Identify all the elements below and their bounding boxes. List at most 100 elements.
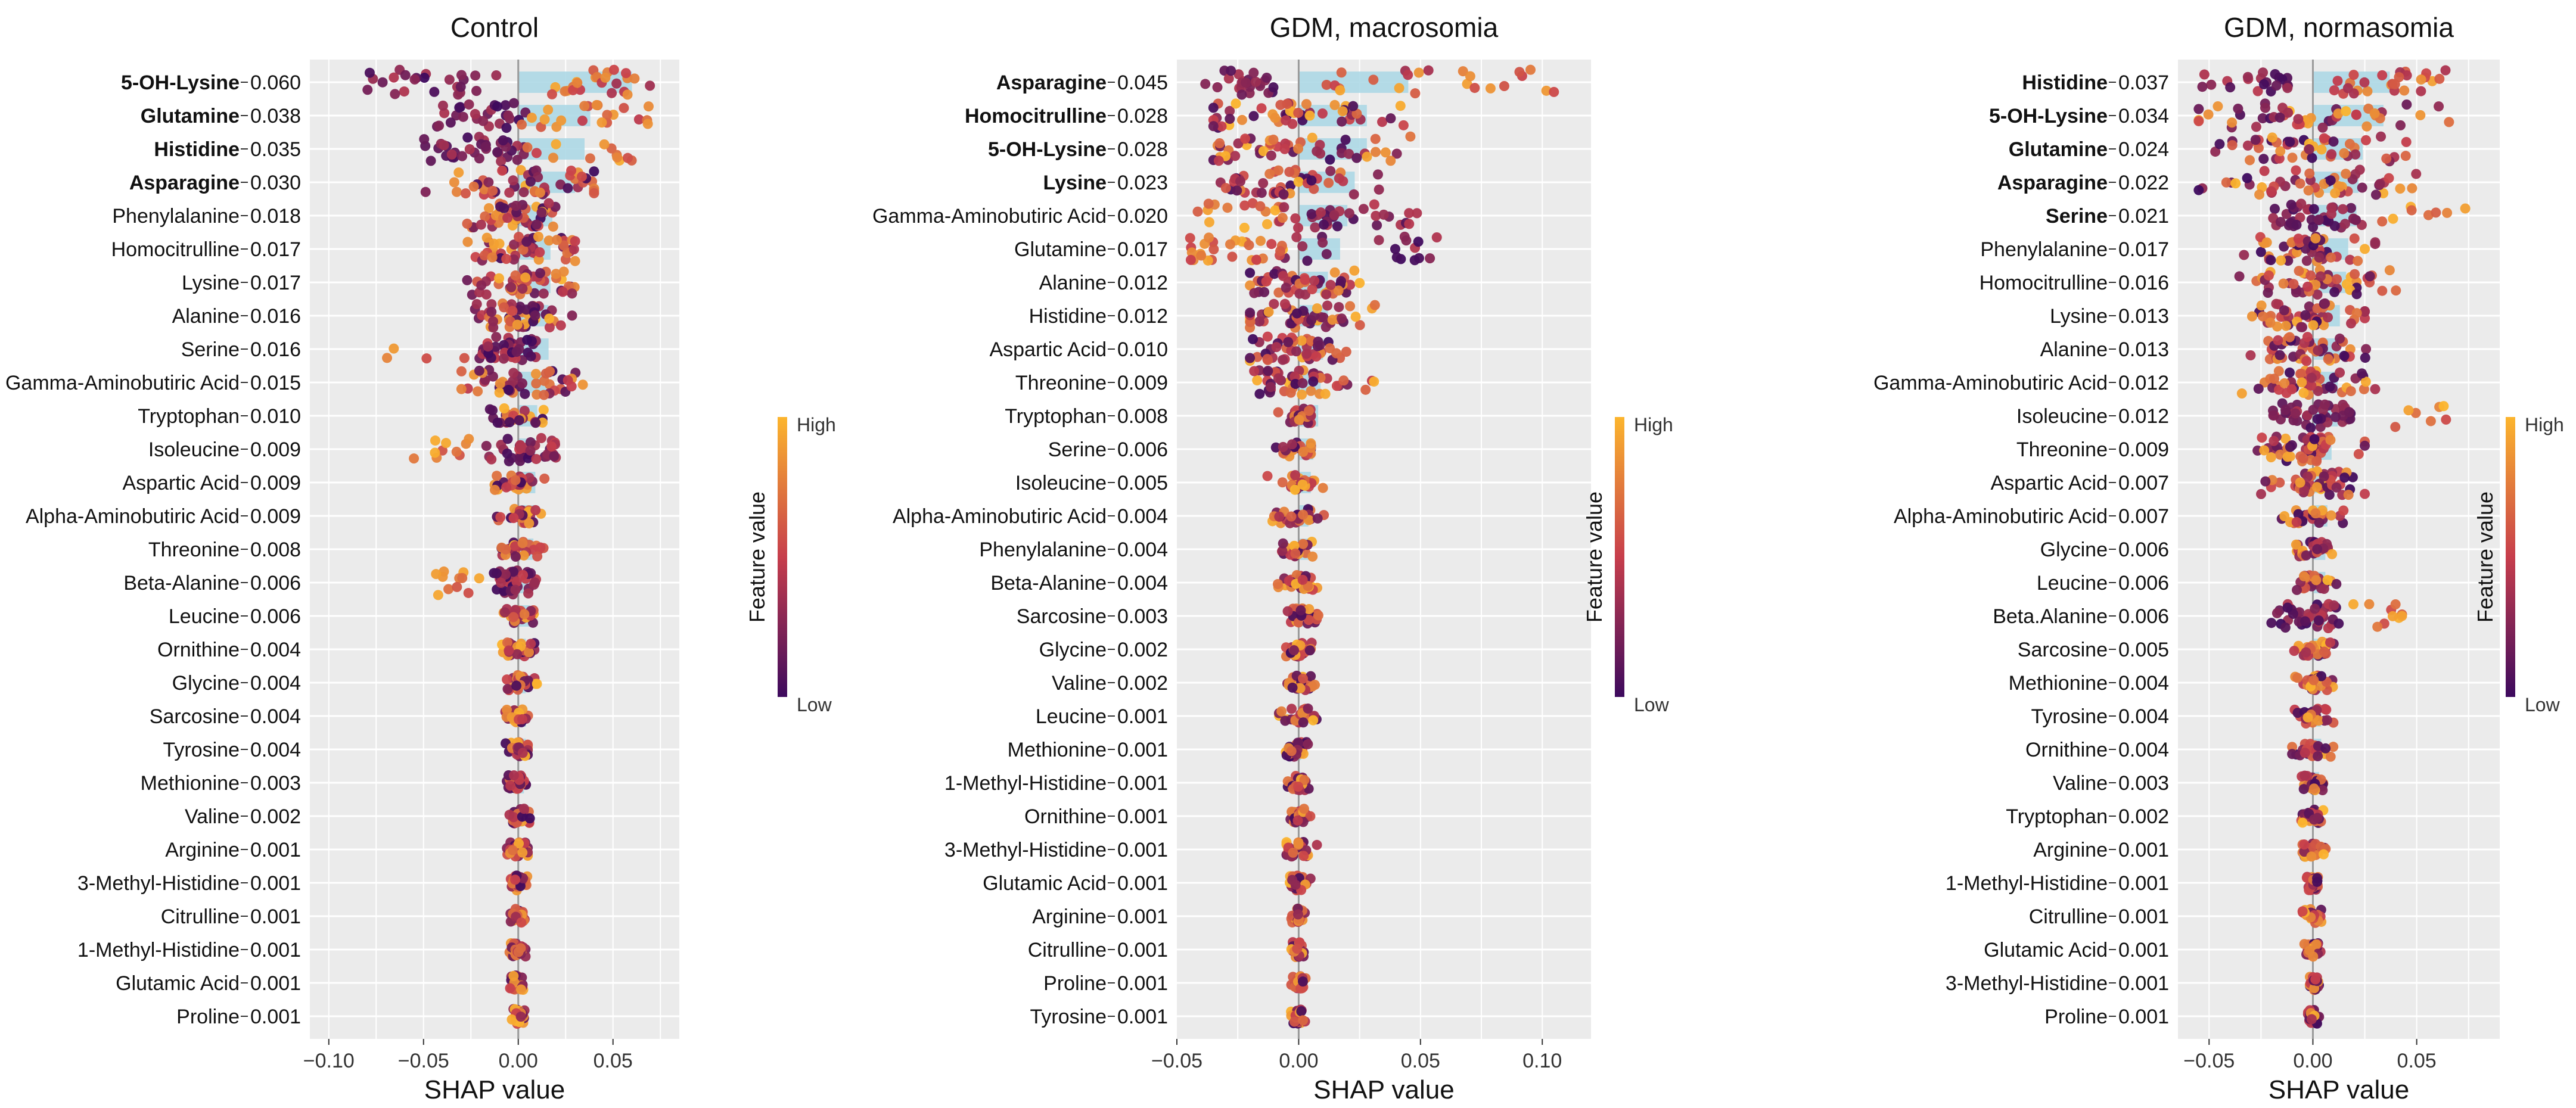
shap-point	[633, 114, 644, 125]
shap-point	[1286, 746, 1297, 757]
shap-point	[1394, 83, 1404, 94]
shap-point	[2221, 177, 2232, 188]
shap-point	[509, 239, 520, 250]
shap-point	[1185, 233, 1195, 244]
shap-point	[1404, 208, 1415, 219]
feature-importance-value: 0.017	[250, 238, 301, 261]
shap-point	[2272, 608, 2282, 618]
beeswarm-row	[1273, 704, 1322, 728]
shap-point	[1369, 199, 1379, 210]
shap-point	[2257, 113, 2268, 124]
shap-point	[2326, 149, 2337, 160]
shap-point	[2345, 254, 2356, 265]
shap-point	[1220, 183, 1231, 194]
shap-point	[1262, 471, 1273, 481]
beeswarm-row	[1286, 903, 1310, 928]
shap-point	[1317, 108, 1328, 119]
shap-point	[2390, 422, 2401, 432]
feature-name: Lysine	[2050, 305, 2108, 328]
shap-point	[526, 351, 536, 362]
shap-point	[2444, 117, 2454, 127]
feature-name: Proline	[1043, 972, 1107, 995]
shap-point	[572, 77, 583, 88]
shap-point	[2310, 233, 2321, 244]
shap-point	[2283, 256, 2294, 266]
shap-point	[551, 139, 561, 150]
shap-point	[2327, 549, 2338, 559]
shap-point	[1549, 86, 1559, 97]
shap-point	[1225, 239, 1235, 250]
shap-point	[498, 353, 509, 364]
shap-point	[1395, 101, 1406, 111]
shap-point	[543, 104, 554, 115]
beeswarm-row	[2268, 398, 2451, 433]
shap-point	[1335, 85, 1346, 96]
shap-point	[1336, 276, 1347, 287]
shap-point	[1295, 605, 1306, 616]
shap-point	[2377, 70, 2388, 80]
feature-importance-value: 0.028	[1117, 105, 1168, 127]
feature-importance-value: 0.001	[2118, 905, 2169, 928]
feature-importance-value: 0.001	[1117, 705, 1168, 728]
shap-point	[431, 569, 442, 580]
shap-point	[1306, 385, 1316, 396]
shap-point	[508, 567, 518, 577]
shap-point	[577, 379, 588, 390]
feature-importance-value: 0.034	[2118, 105, 2169, 127]
feature-name: Leucine	[1036, 705, 1107, 728]
shap-point	[539, 473, 550, 484]
shap-point	[2305, 270, 2316, 281]
shap-point	[1298, 976, 1309, 987]
shap-point	[456, 384, 467, 394]
shap-point	[449, 177, 459, 188]
shap-point	[2295, 369, 2305, 379]
feature-importance-value: 0.007	[2118, 505, 2169, 528]
shap-point	[607, 88, 617, 98]
feature-name: Tyrosine	[163, 739, 240, 761]
shap-point	[1196, 250, 1207, 261]
shap-point	[1245, 280, 1256, 291]
beeswarm-row	[420, 164, 599, 200]
feature-importance-value: 0.016	[250, 305, 301, 328]
shap-point	[2301, 356, 2312, 366]
shap-point	[2315, 271, 2326, 282]
shap-point	[515, 641, 526, 652]
shap-point	[2307, 152, 2317, 163]
feature-importance-value: 0.004	[1117, 572, 1168, 595]
beeswarm-row	[505, 970, 529, 995]
shap-point	[1292, 815, 1303, 826]
shap-point	[1259, 287, 1270, 297]
shap-point	[2320, 298, 2330, 309]
shap-point	[508, 254, 519, 265]
feature-name: Glutamine	[141, 105, 240, 127]
shap-point	[2292, 673, 2302, 683]
shap-point	[2274, 350, 2285, 360]
shap-point	[1208, 244, 1219, 255]
shap-point	[1281, 115, 1291, 126]
shap-point	[2199, 69, 2210, 80]
shap-point	[486, 307, 497, 318]
beeswarm-row	[1281, 637, 1317, 662]
shap-point	[1271, 342, 1282, 353]
feature-name: 1-Methyl-Histidine	[77, 939, 240, 961]
feature-importance-value: 0.023	[1117, 172, 1168, 194]
shap-point	[1258, 146, 1269, 157]
shap-point	[2391, 285, 2401, 296]
shap-point	[1236, 89, 1247, 100]
feature-name: Asparagine	[996, 71, 1107, 94]
shap-point	[512, 649, 523, 659]
shap-point	[487, 405, 498, 416]
shap-point	[2268, 410, 2279, 421]
shap-point	[470, 70, 481, 81]
shap-point	[390, 89, 400, 99]
shap-point	[1296, 1006, 1307, 1017]
shap-point	[504, 417, 515, 428]
shap-point	[2246, 311, 2257, 322]
feature-importance-value: 0.001	[1117, 872, 1168, 895]
panel-3: GDM, normasomia Histidine 0.037 5-OH-Lysine…	[1873, 12, 2564, 1104]
shap-point	[497, 165, 508, 176]
shap-point	[529, 288, 540, 298]
shap-point	[1304, 645, 1315, 656]
shap-point	[1318, 312, 1329, 323]
feature-name: Ornithine	[157, 639, 240, 661]
